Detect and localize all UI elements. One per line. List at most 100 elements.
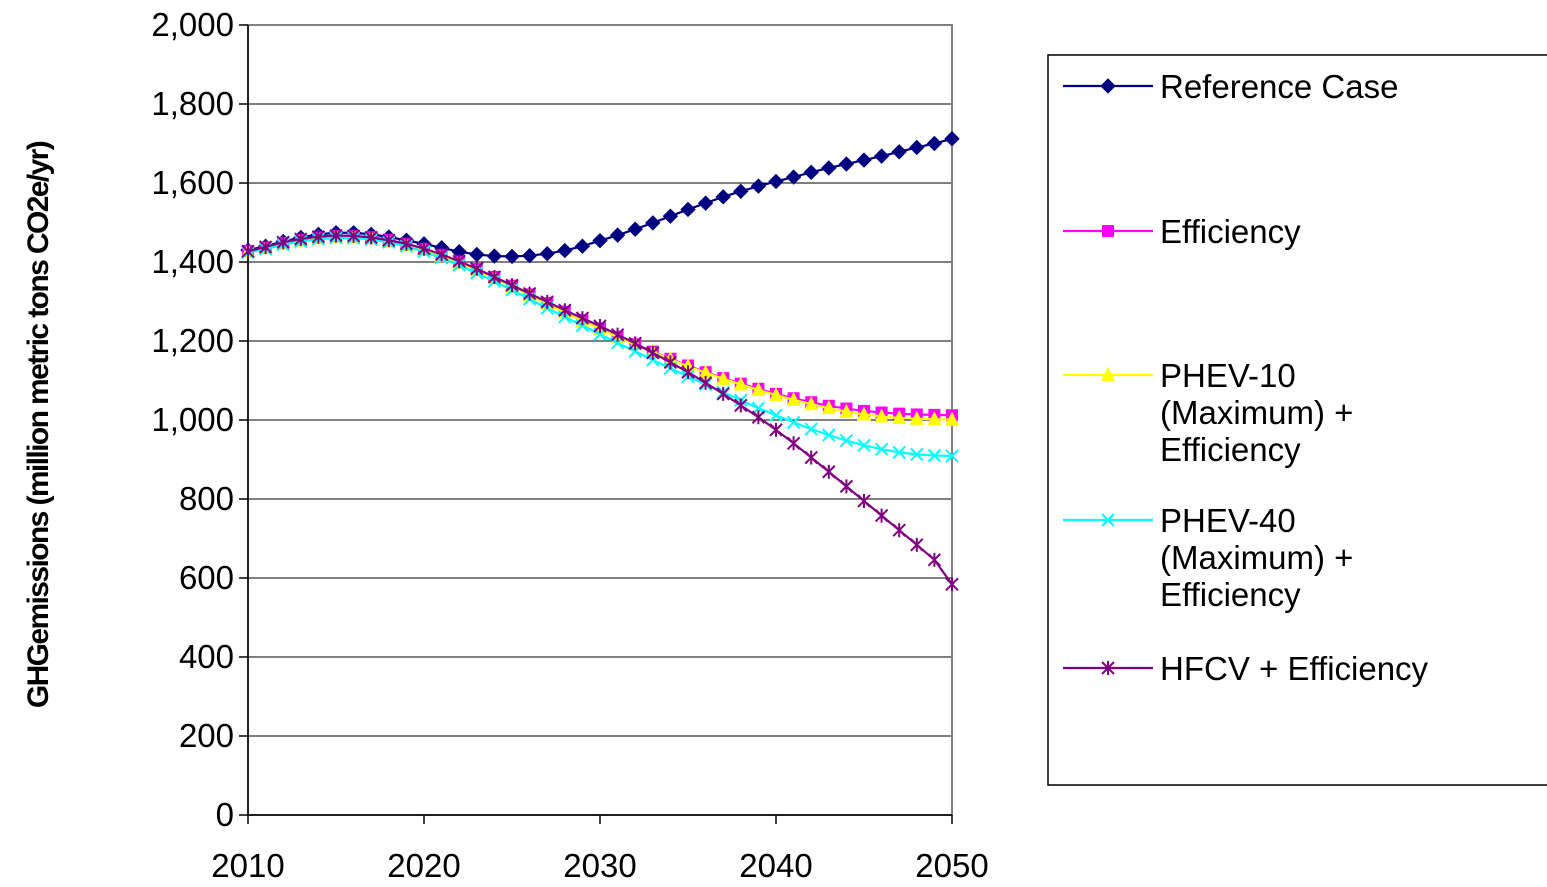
- y-tick-label: 200: [179, 717, 234, 754]
- y-axis-title: GHGemissions (million metric tons CO2e/y…: [22, 141, 55, 708]
- data-point: [856, 152, 872, 168]
- y-tick-label: 400: [179, 638, 234, 675]
- y-tick-label: 1,800: [151, 85, 234, 122]
- data-point: [276, 235, 290, 250]
- legend-label: HFCV + Efficiency: [1160, 650, 1429, 687]
- data-point: [346, 228, 361, 243]
- data-point: [892, 410, 907, 425]
- data-point: [804, 396, 819, 411]
- data-point: [733, 183, 749, 200]
- data-point: [857, 406, 871, 421]
- data-point: [873, 148, 890, 164]
- y-tick-label: 1,400: [151, 243, 234, 280]
- data-point: [927, 552, 942, 567]
- data-point: [751, 381, 766, 396]
- data-point: [927, 448, 942, 463]
- data-point: [892, 445, 906, 460]
- data-point: [926, 135, 943, 152]
- data-point: [874, 442, 889, 456]
- data-point: [803, 164, 819, 181]
- data-point: [786, 391, 801, 406]
- data-point: [663, 355, 678, 370]
- data-point: [574, 238, 591, 254]
- data-point: [469, 246, 485, 263]
- legend-marker: [1100, 78, 1116, 94]
- data-point: [521, 247, 538, 264]
- data-point: [698, 375, 713, 390]
- data-point: [364, 230, 378, 245]
- legend-marker: [1101, 661, 1115, 675]
- data-point: [769, 422, 783, 437]
- data-point: [892, 523, 906, 538]
- data-point: [681, 365, 695, 380]
- data-point: [417, 241, 431, 256]
- x-tick-label: 2050: [915, 847, 988, 884]
- legend-marker: [1101, 367, 1115, 381]
- data-point: [592, 232, 608, 249]
- data-point: [909, 139, 925, 156]
- data-point: [470, 261, 484, 276]
- legend-entry-3: PHEV-10(Maximum) +Efficiency: [1063, 357, 1353, 468]
- data-point: [944, 131, 960, 147]
- data-point: [909, 410, 924, 425]
- data-point: [558, 303, 572, 318]
- data-point: [294, 232, 308, 247]
- data-point: [680, 201, 696, 218]
- data-point: [733, 376, 748, 391]
- data-point: [786, 436, 801, 451]
- y-tick-label: 1,000: [151, 401, 234, 438]
- legend-box: [1047, 54, 1547, 786]
- data-point: [786, 415, 801, 430]
- data-point: [540, 294, 554, 309]
- legend-label: Efficiency: [1160, 431, 1301, 468]
- legend-label: Efficiency: [1160, 576, 1301, 613]
- data-point: [452, 254, 466, 269]
- data-point: [821, 160, 837, 176]
- legend-entry-5: HFCV + Efficiency: [1063, 650, 1429, 687]
- data-point: [575, 311, 590, 326]
- data-point: [505, 278, 519, 293]
- data-point: [874, 408, 889, 423]
- data-point: [734, 398, 748, 413]
- data-point: [822, 428, 836, 442]
- data-point: [610, 327, 625, 342]
- y-tick-label: 600: [179, 559, 234, 596]
- data-point: [698, 364, 713, 379]
- legend-label: Reference Case: [1160, 68, 1398, 105]
- data-point: [487, 270, 502, 285]
- data-point: [927, 411, 942, 426]
- series-5: [241, 228, 959, 592]
- data-point: [785, 169, 802, 185]
- data-point: [821, 400, 836, 415]
- data-point: [804, 422, 818, 436]
- data-point: [504, 248, 520, 265]
- data-point: [768, 173, 784, 190]
- legend-entry-2: Efficiency: [1063, 213, 1301, 250]
- data-point: [645, 215, 661, 231]
- data-point: [716, 370, 731, 385]
- axes: 0 200 400 600 800 1,000 1,200 1,400 1,600 1,800 2,…: [151, 6, 988, 884]
- data-point: [539, 245, 555, 262]
- legend-marker: [1101, 513, 1115, 527]
- legend-label: PHEV-10: [1160, 357, 1296, 394]
- legend-label: Efficiency: [1160, 213, 1301, 250]
- data-point: [769, 387, 783, 402]
- legend-entry-4: PHEV-40(Maximum) +Efficiency: [1063, 502, 1353, 613]
- data-point: [557, 242, 573, 259]
- data-point: [241, 244, 255, 259]
- data-point: [891, 144, 907, 160]
- data-point: [910, 447, 924, 462]
- data-point: [593, 318, 607, 333]
- y-tick-label: 0: [216, 796, 234, 833]
- data-point: [627, 221, 643, 237]
- data-point: [839, 479, 854, 494]
- series-layer: [240, 131, 960, 592]
- data-point: [839, 403, 854, 418]
- data-point: [486, 248, 503, 264]
- data-point: [874, 508, 889, 523]
- data-point: [715, 189, 731, 205]
- data-point: [382, 233, 396, 248]
- data-point: [857, 438, 871, 452]
- data-point: [751, 410, 766, 425]
